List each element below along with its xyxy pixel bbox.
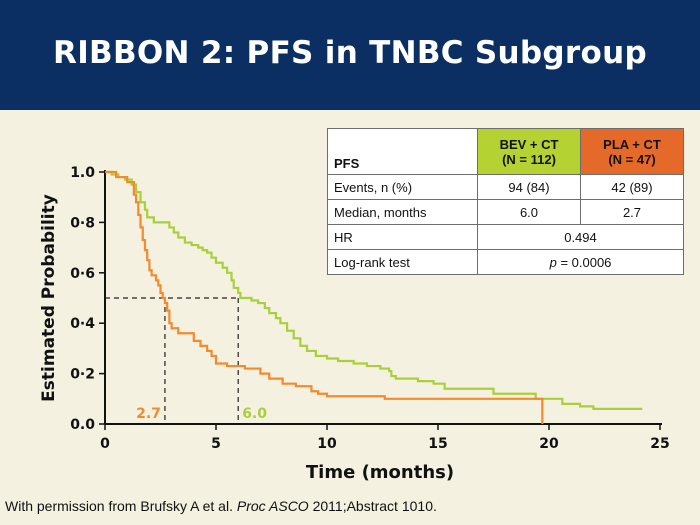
footnote: With permission from Brufsky A et al. Pr… bbox=[5, 498, 437, 514]
cell-combined: 0.494 bbox=[477, 224, 684, 250]
table-row: Events, n (%) 94 (84) 42 (89) bbox=[327, 174, 684, 200]
y-tick-label: 1.0 bbox=[70, 165, 95, 181]
table-corner-label: PFS bbox=[327, 128, 478, 175]
column-header-pla: PLA + CT (N = 47) bbox=[580, 128, 684, 175]
footnote-suffix: 2011;Abstract 1010. bbox=[308, 498, 437, 514]
y-tick-label: 0·4 bbox=[70, 316, 95, 332]
median-lines: 6.0 2.7 bbox=[105, 297, 267, 424]
y-tick-label: 0.0 bbox=[70, 417, 95, 433]
survival-curves bbox=[105, 170, 643, 424]
title-bar: RIBBON 2: PFS in TNBC Subgroup bbox=[0, 0, 700, 110]
row-label: Median, months bbox=[327, 199, 478, 225]
axis-labels: Time (months) Estimated Probability bbox=[39, 194, 454, 483]
table-row: Log-rank test p = 0.0006 bbox=[327, 249, 684, 275]
row-label: HR bbox=[327, 224, 478, 250]
p-value: = 0.0006 bbox=[556, 254, 612, 270]
row-label: Log-rank test bbox=[327, 249, 478, 275]
km-chart: 0 5 10 15 20 25 0.0 0·2 0·4 0·6 0·8 1.0 6.0 2.7 Time… bbox=[0, 110, 700, 503]
column-header-bev-line1: BEV + CT bbox=[499, 136, 559, 152]
footnote-journal: Proc ASCO bbox=[236, 498, 309, 514]
pfs-stats-table: PFS BEV + CT (N = 112) PLA + CT (N = 47)… bbox=[327, 128, 684, 275]
x-tick-label: 10 bbox=[317, 436, 337, 452]
footnote-prefix: With permission from Brufsky A et al. bbox=[5, 498, 237, 514]
x-tick-label: 0 bbox=[100, 436, 110, 452]
x-tick-label: 20 bbox=[539, 436, 559, 452]
p-symbol: p bbox=[549, 254, 557, 270]
y-tick-label: 0·2 bbox=[70, 367, 95, 383]
y-axis-label: Estimated Probability bbox=[39, 194, 59, 402]
cell-bev: 94 (84) bbox=[477, 174, 581, 200]
table-header-row: PFS BEV + CT (N = 112) PLA + CT (N = 47) bbox=[327, 128, 684, 175]
table-row: HR 0.494 bbox=[327, 224, 684, 250]
km-chart-svg: 0 5 10 15 20 25 0.0 0·2 0·4 0·6 0·8 1.0 6.0 2.7 Time… bbox=[39, 165, 670, 483]
row-label: Events, n (%) bbox=[327, 174, 478, 200]
cell-pla: 2.7 bbox=[580, 199, 684, 225]
column-header-pla-line2: (N = 47) bbox=[608, 151, 656, 167]
x-axis-label: Time (months) bbox=[306, 462, 454, 483]
column-header-bev-line2: (N = 112) bbox=[502, 151, 556, 167]
cell-pla: 42 (89) bbox=[580, 174, 684, 200]
median-label: 6.0 bbox=[242, 406, 267, 422]
x-tick-label: 15 bbox=[428, 436, 447, 452]
x-tick-label: 25 bbox=[650, 436, 669, 452]
y-tick-label: 0·8 bbox=[70, 215, 95, 231]
cell-bev: 6.0 bbox=[477, 199, 581, 225]
axes: 0 5 10 15 20 25 0.0 0·2 0·4 0·6 0·8 1.0 bbox=[70, 165, 670, 452]
column-header-bev: BEV + CT (N = 112) bbox=[477, 128, 581, 175]
median-label: 2.7 bbox=[136, 406, 161, 422]
page-title: RIBBON 2: PFS in TNBC Subgroup bbox=[53, 35, 647, 71]
series-line bbox=[105, 170, 544, 424]
table-row: Median, months 6.0 2.7 bbox=[327, 199, 684, 225]
y-tick-label: 0·6 bbox=[70, 266, 95, 282]
cell-combined: p = 0.0006 bbox=[477, 249, 684, 275]
x-tick-label: 5 bbox=[211, 436, 221, 452]
series-line bbox=[105, 170, 643, 410]
column-header-pla-line1: PLA + CT bbox=[603, 136, 661, 152]
